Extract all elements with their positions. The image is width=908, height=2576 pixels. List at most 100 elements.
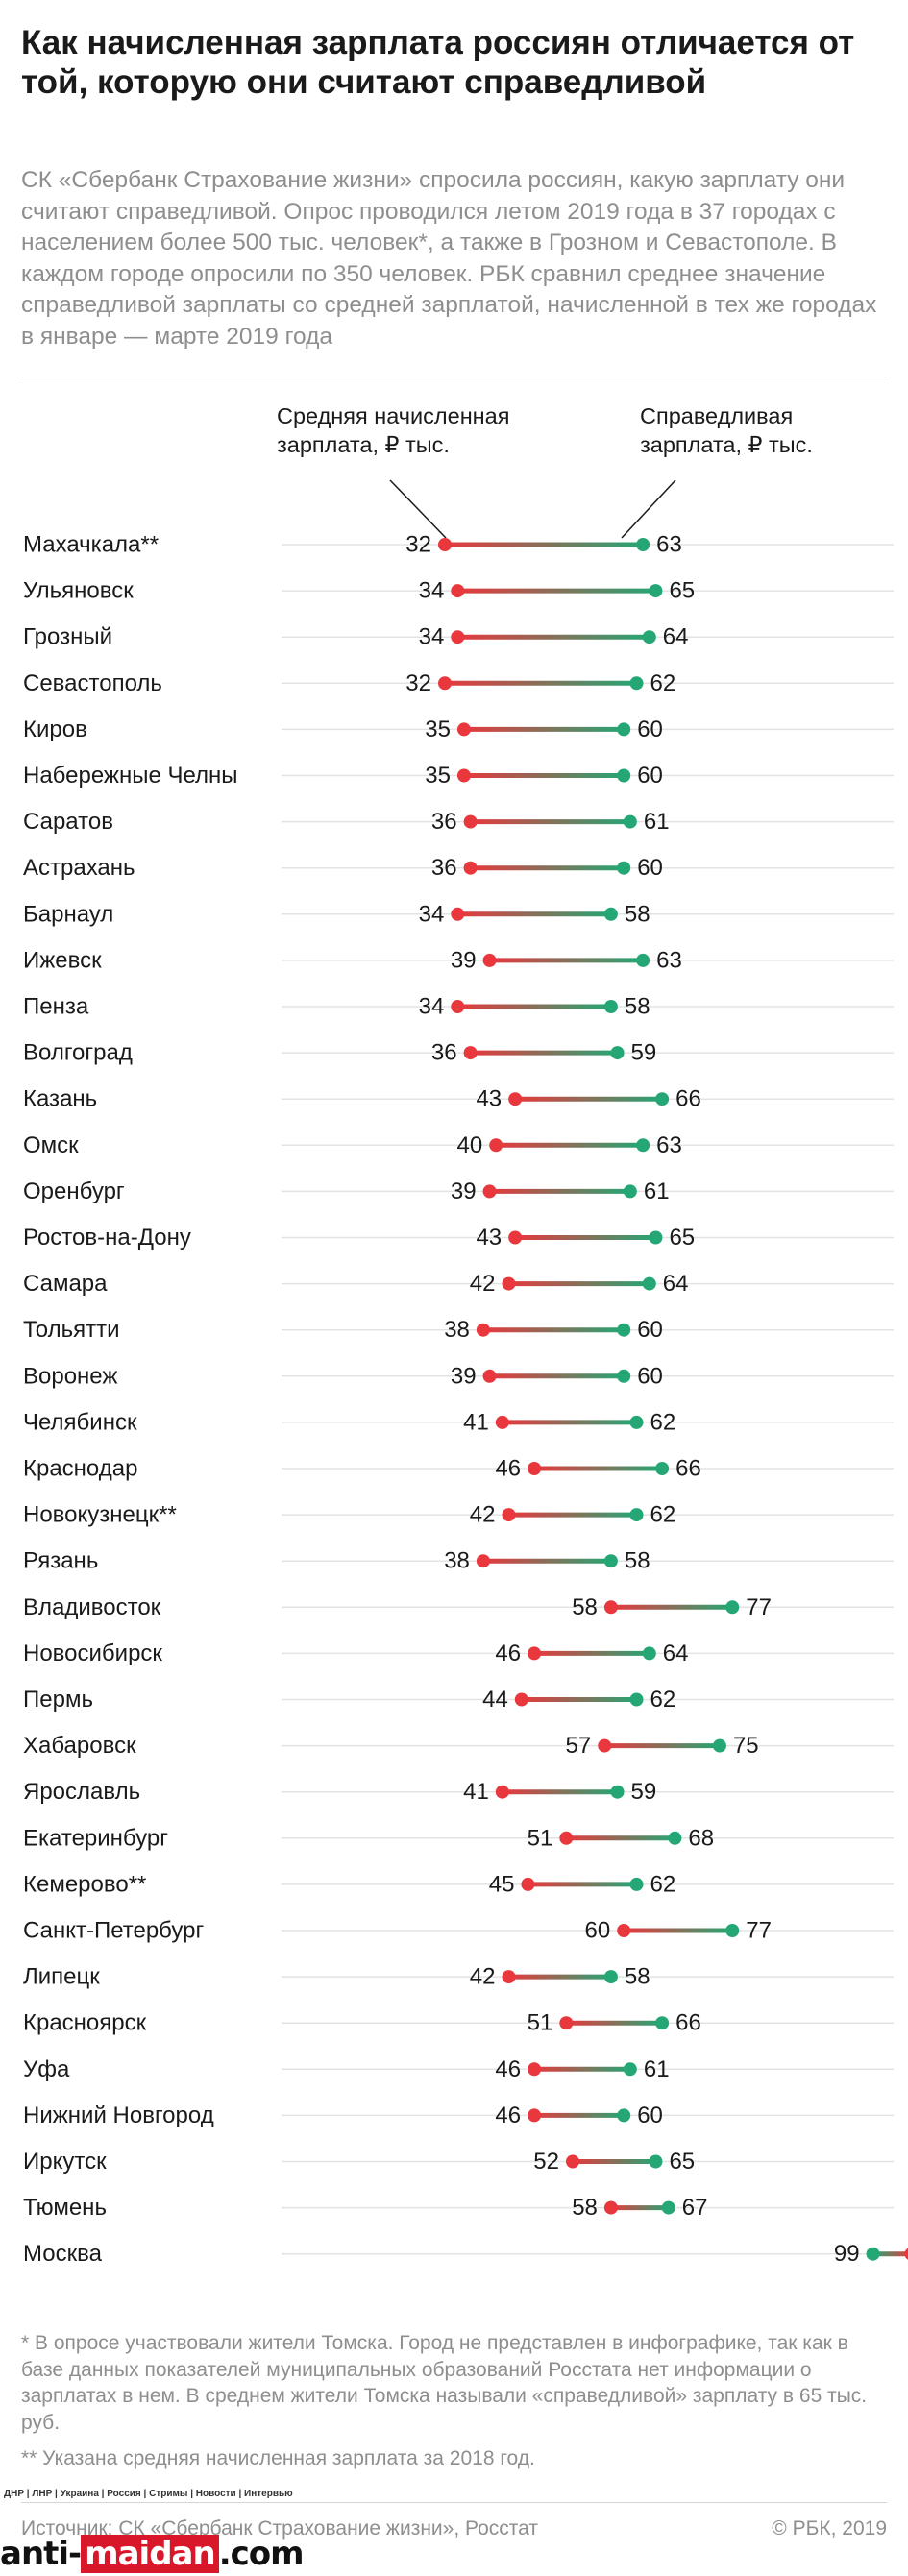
legend-fair: Справедливая зарплата, ₽ тыс. (640, 403, 813, 457)
accrued-dot (528, 2062, 542, 2077)
fair-value-label: 60 (637, 855, 663, 881)
accrued-dot (476, 1554, 490, 1568)
watermark-part-2: maidan (81, 2535, 219, 2573)
city-label: Липецк (23, 1964, 100, 1990)
accrued-value-label: 43 (476, 1086, 502, 1112)
fair-value-label: 68 (688, 1825, 714, 1851)
accrued-value-label: 42 (470, 1271, 496, 1297)
fair-dot (603, 1000, 618, 1013)
accrued-value-label: 41 (463, 1779, 489, 1805)
accrued-dot (482, 1369, 497, 1383)
fair-dot (642, 630, 656, 644)
fair-dot (617, 1323, 631, 1337)
fair-dot (655, 1092, 670, 1106)
fair-dot (642, 1276, 656, 1291)
fair-value-label: 58 (625, 1548, 650, 1574)
accrued-dot (495, 1415, 509, 1429)
accrued-value-label: 51 (528, 1825, 553, 1851)
fair-value-label: 66 (675, 1456, 701, 1482)
accrued-value-label: 46 (495, 2056, 521, 2082)
fair-dot (649, 584, 663, 598)
fair-dot (629, 1508, 644, 1522)
fair-dot (603, 1554, 618, 1568)
city-label: Воронеж (23, 1363, 117, 1389)
fair-value-label: 65 (669, 2149, 695, 2175)
accrued-dot (603, 2200, 618, 2215)
city-label: Кемерово** (23, 1871, 146, 1897)
accrued-dot (528, 1462, 542, 1475)
accrued-value-label: 58 (572, 1594, 598, 1620)
city-label: Рязань (23, 1548, 98, 1574)
fair-dot (636, 953, 650, 967)
fair-value-label: 58 (625, 994, 650, 1020)
fair-dot (610, 1785, 625, 1799)
accrued-value-label: 32 (405, 670, 431, 696)
accrued-dot (502, 1970, 516, 1984)
accrued-dot (617, 1924, 631, 1937)
accrued-dot (463, 861, 478, 875)
accrued-value-label: 39 (451, 1179, 477, 1204)
accrued-dot (456, 722, 471, 737)
city-label: Казань (23, 1086, 97, 1112)
city-label: Ульяновск (23, 578, 134, 604)
accrued-dot (904, 2248, 908, 2260)
accrued-dot (521, 1877, 535, 1891)
accrued-value-label: 34 (419, 578, 445, 604)
fair-dot (623, 2062, 637, 2077)
city-label: Саратов (23, 809, 113, 835)
accrued-value-label: 40 (456, 1132, 482, 1158)
accrued-value-label: 51 (528, 2010, 553, 2036)
accrued-dot (463, 814, 478, 829)
fair-dot (617, 722, 631, 737)
accrued-dot (451, 630, 465, 644)
city-label: Омск (23, 1132, 79, 1158)
fair-value-label: 60 (637, 2102, 663, 2128)
accrued-dot (508, 1230, 523, 1245)
fair-value-label: 77 (746, 1918, 772, 1944)
city-label: Тольятти (23, 1317, 120, 1343)
chart-subtitle: СК «Сбербанк Страхование жизни» спросила… (21, 167, 877, 350)
fair-value-label: 65 (669, 1225, 695, 1251)
fair-value-label: 59 (631, 1779, 657, 1805)
accrued-dot (482, 953, 497, 967)
fair-value-label: 67 (682, 2195, 708, 2221)
city-label: Ижевск (23, 947, 102, 973)
city-label: Оренбург (23, 1179, 125, 1204)
fair-dot (623, 1184, 637, 1199)
fair-value-label: 63 (656, 1132, 682, 1158)
fair-value-label: 64 (663, 1271, 689, 1297)
fair-dot (623, 814, 637, 829)
accrued-value-label: 45 (489, 1871, 515, 1897)
fair-dot (661, 2200, 675, 2215)
accrued-value-label: 39 (451, 1363, 477, 1389)
fair-dot (655, 1462, 670, 1475)
accrued-dot (514, 1692, 528, 1707)
fair-value-label: 62 (650, 1409, 676, 1435)
accrued-value-label: 38 (444, 1317, 470, 1343)
fair-dot (610, 1046, 625, 1060)
fair-dot (636, 1138, 650, 1153)
legend-accrued: Средняя начисленная зарплата, ₽ тыс. (277, 403, 510, 457)
fair-value-label: 66 (675, 1086, 701, 1112)
city-label: Грозный (23, 624, 112, 650)
fair-dot (649, 1230, 663, 1245)
fair-value-label: 63 (656, 532, 682, 558)
fair-value-label: 66 (675, 2010, 701, 2036)
fair-value-label: 61 (644, 2056, 670, 2082)
accrued-dot (502, 1276, 516, 1291)
city-label: Самара (23, 1271, 108, 1297)
accrued-value-label: 44 (482, 1687, 508, 1713)
city-label: Уфа (23, 2056, 70, 2082)
accrued-dot (528, 2108, 542, 2123)
fair-dot (617, 1369, 631, 1383)
accrued-value-label: 36 (431, 1040, 457, 1066)
accrued-value-label: 34 (419, 901, 445, 927)
accrued-value-label: 32 (405, 532, 431, 558)
city-label: Тюмень (23, 2195, 107, 2221)
accrued-value-label: 46 (495, 1640, 521, 1666)
accrued-value-label: 42 (470, 1502, 496, 1528)
fair-value-label: 60 (637, 1363, 663, 1389)
city-label: Ярославль (23, 1779, 140, 1805)
accrued-dot (495, 1785, 509, 1799)
city-label: Новокузнецк** (23, 1502, 177, 1528)
